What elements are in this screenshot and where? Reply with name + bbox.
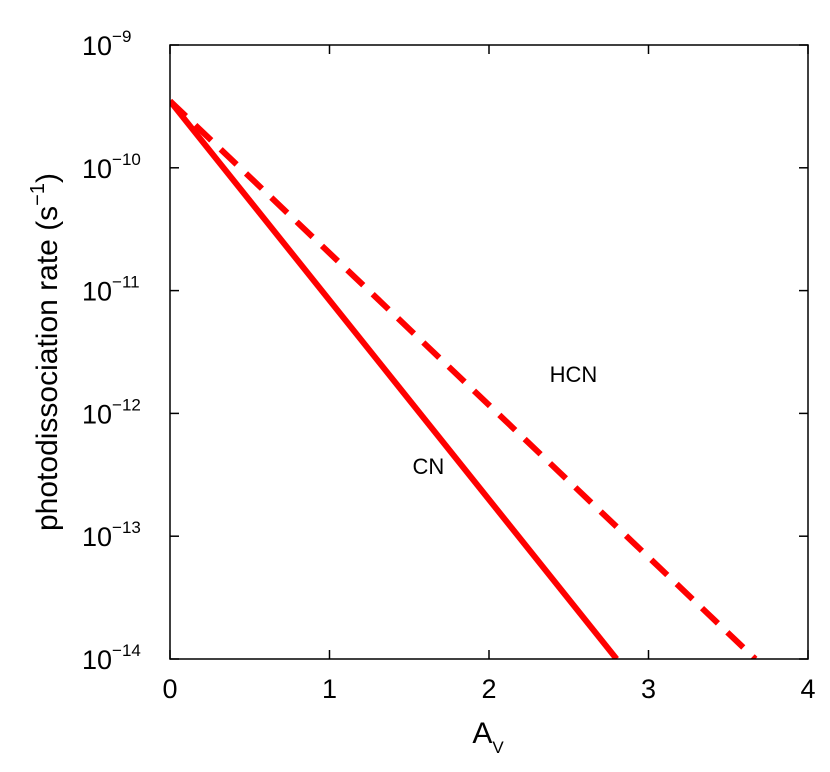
series-line-hcn bbox=[170, 98, 758, 659]
y-tick-labels: 10−14 10−13 10−12 10−11 10−10 10−9 bbox=[82, 27, 141, 675]
x-tick-label: 1 bbox=[322, 674, 337, 704]
y-tick-label: 10−12 bbox=[82, 395, 141, 429]
series-line-cn bbox=[170, 99, 619, 659]
x-tick-label: 3 bbox=[641, 674, 656, 704]
y-tick-label: 10−14 bbox=[82, 641, 141, 675]
axis-ticks bbox=[169, 44, 809, 660]
series-label-hcn: HCN bbox=[550, 362, 598, 387]
x-tick-label: 4 bbox=[800, 674, 815, 704]
y-tick-label: 10−9 bbox=[82, 27, 131, 61]
y-axis-label: photodissociation rate (s−1) bbox=[27, 173, 64, 531]
plot-frame bbox=[169, 44, 809, 660]
y-tick-label: 10−11 bbox=[82, 273, 140, 307]
y-tick-label: 10−13 bbox=[82, 518, 141, 552]
x-tick-label: 2 bbox=[481, 674, 496, 704]
x-tick-labels: 0 1 2 3 4 bbox=[162, 674, 815, 704]
series-lines bbox=[170, 98, 758, 659]
series-labels: CN HCN bbox=[412, 362, 597, 479]
y-tick-label: 10−10 bbox=[82, 150, 141, 184]
x-axis-label: AV bbox=[472, 717, 504, 757]
series-label-cn: CN bbox=[412, 454, 444, 479]
x-tick-label: 0 bbox=[162, 674, 177, 704]
